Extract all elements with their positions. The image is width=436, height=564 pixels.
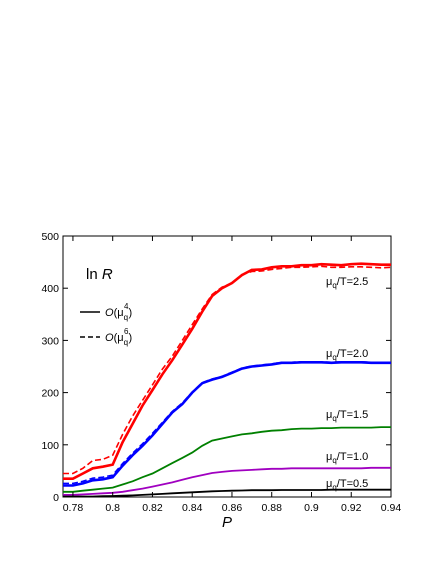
x-axis-label: P [222, 514, 232, 531]
series-label: μq/T=2.5 [326, 276, 368, 290]
series-line-solid-3 [63, 466, 391, 496]
x-tick-label: 0.94 [381, 502, 402, 514]
y-tick-label: 500 [41, 231, 59, 243]
inset-label: ln R [86, 266, 113, 283]
x-tick-label: 0.82 [142, 502, 163, 514]
x-tick-label: 0.84 [182, 502, 203, 514]
series-line-solid-1 [63, 361, 391, 487]
series-label: μq/T=1.0 [326, 451, 368, 465]
series-layer [63, 262, 392, 498]
y-tick-label: 0 [53, 492, 59, 504]
legend-dashed-label: O(μq6) [105, 327, 132, 347]
y-tick-label: 400 [41, 283, 59, 295]
x-tick-label: 0.9 [304, 502, 319, 514]
legend: O(μq4) O(μq6) [80, 302, 132, 347]
y-axis: 0 100 200 300 400 500 [41, 231, 391, 504]
series-label: μq/T=1.5 [326, 409, 368, 423]
y-tick-label: 200 [41, 388, 59, 400]
series-labels: μq/T=2.5 μq/T=2.0 μq/T=1.5 μq/T=1.0 μq/T=0.5 [326, 276, 368, 492]
y-tick-label: 100 [41, 440, 59, 452]
series-line-solid-2 [63, 426, 391, 493]
x-tick-label: 0.86 [222, 502, 243, 514]
plot-frame [62, 235, 392, 498]
x-tick-label: 0.88 [262, 502, 283, 514]
series-label: μq/T=2.0 [326, 348, 368, 362]
x-tick-label: 0.8 [105, 502, 120, 514]
series-line-solid-4 [63, 488, 391, 498]
x-axis: 0.78 0.8 0.82 0.84 0.86 0.88 0.9 0.92 0.94 [63, 236, 402, 514]
inset-label-prefix: ln [86, 266, 98, 283]
y-tick-label: 300 [41, 335, 59, 347]
x-tick-label: 0.92 [341, 502, 362, 514]
x-tick-label: 0.78 [63, 502, 84, 514]
inset-label-var: R [102, 266, 113, 283]
series-label: μq/T=0.5 [326, 478, 368, 492]
series-line-dashed-0 [63, 265, 392, 475]
series-line-solid-0 [63, 262, 391, 480]
legend-solid-label: O(μq4) [105, 302, 132, 322]
